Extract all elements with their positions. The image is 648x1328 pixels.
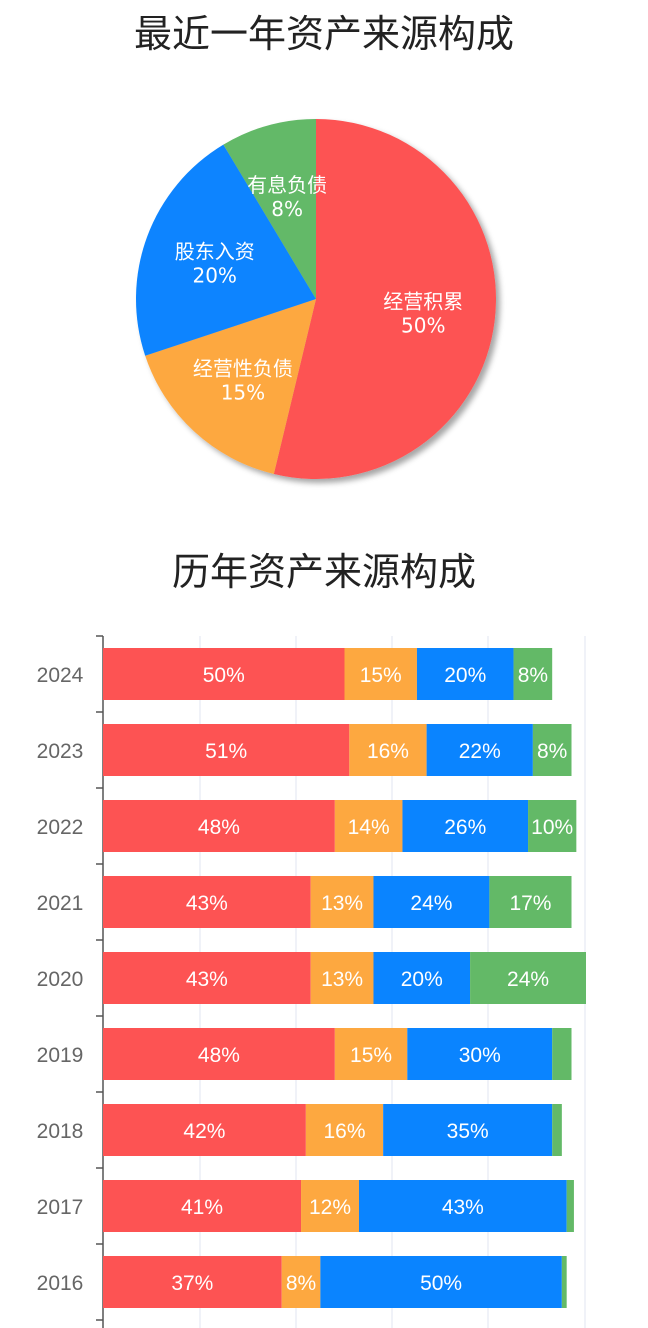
pie-slice-value-label: 50%	[401, 314, 445, 338]
bar-chart-title: 历年资产来源构成	[171, 550, 476, 594]
bar-segment-有息负债	[489, 876, 572, 928]
bar-data-label: 22%	[459, 740, 501, 763]
y-tick-label: 2022	[37, 816, 84, 839]
bar-data-label: 43%	[442, 1196, 484, 1219]
bar-segment-有息负债	[561, 1256, 567, 1308]
bar-data-label: 26%	[444, 816, 486, 839]
pie-chart-title: 最近一年资产来源构成	[133, 12, 514, 56]
bar-segment-经营积累	[103, 724, 350, 776]
pie-slice-4	[223, 119, 316, 299]
bar-data-label: 37%	[171, 1272, 213, 1295]
bar-segment-经营性负债	[301, 1180, 359, 1232]
bar-segment-有息负债	[566, 1180, 574, 1232]
bar-data-label: 8%	[537, 740, 567, 763]
bar-segment-经营积累	[103, 1180, 302, 1232]
bar-data-label: 8%	[518, 664, 548, 687]
y-tick-label: 2023	[37, 740, 84, 763]
bar-segment-经营积累	[103, 800, 335, 852]
bar-data-label: 43%	[186, 968, 228, 991]
bar-segment-股东入资	[416, 648, 514, 700]
bar-segment-经营性负债	[310, 876, 374, 928]
bar-segment-经营积累	[103, 876, 311, 928]
bar-segment-股东入资	[407, 1028, 553, 1080]
bar-data-label: 20%	[401, 968, 443, 991]
pie-slice-label: 股东入资	[175, 239, 255, 263]
bar-segment-有息负债	[528, 800, 577, 852]
pie-slice-3	[136, 144, 316, 356]
bar-data-label: 8%	[286, 1272, 316, 1295]
bar-data-label: 50%	[203, 664, 245, 687]
pie-slice-value-label: 8%	[271, 197, 303, 221]
pie-slice-value-label: 15%	[221, 381, 265, 405]
bar-data-label: 15%	[360, 664, 402, 687]
bar-data-label: 16%	[367, 740, 409, 763]
y-tick-label: 2019	[37, 1044, 84, 1067]
bar-segment-股东入资	[426, 724, 533, 776]
bar-segment-经营性负债	[349, 724, 427, 776]
pie-slice-label: 有息负债	[247, 173, 327, 197]
bar-segment-股东入资	[383, 1104, 553, 1156]
bar-segment-经营积累	[103, 1104, 306, 1156]
pie-slice-label: 经营性负债	[193, 357, 293, 381]
bar-data-label: 24%	[507, 968, 549, 991]
bar-segment-有息负债	[513, 648, 553, 700]
bar-data-label: 30%	[459, 1044, 501, 1067]
bar-segment-有息负债	[532, 724, 572, 776]
pie-slice-1	[273, 119, 496, 479]
bar-data-label: 48%	[198, 816, 240, 839]
bar-data-label: 16%	[323, 1120, 365, 1143]
pie-wedges	[136, 119, 496, 479]
bar-segment-股东入资	[373, 952, 471, 1004]
bar-segment-经营性负债	[344, 648, 417, 700]
y-tick-label: 2020	[37, 968, 84, 991]
bar-data-label: 10%	[531, 816, 573, 839]
bar-data-label: 48%	[198, 1044, 240, 1067]
bar-segment-经营性负债	[310, 952, 374, 1004]
bar-data-label: 13%	[321, 892, 363, 915]
bar-data-label: 42%	[183, 1120, 225, 1143]
pie-slice-value-label: 20%	[192, 263, 236, 287]
bar-segment-股东入资	[373, 876, 490, 928]
y-tick-label: 2016	[37, 1272, 84, 1295]
bar-data-label: 35%	[447, 1120, 489, 1143]
y-tick-label: 2017	[37, 1196, 84, 1219]
bar-data-label: 24%	[410, 892, 452, 915]
bar-segment-有息负债	[470, 952, 586, 1004]
bar-segment-股东入资	[402, 800, 529, 852]
bar-data-label: 13%	[321, 968, 363, 991]
bar-data-label: 12%	[309, 1196, 351, 1219]
bar-segment-经营性负债	[334, 800, 403, 852]
bar-segment-股东入资	[358, 1180, 567, 1232]
bar-segment-有息负债	[552, 1028, 572, 1080]
bar-segment-经营积累	[103, 1028, 335, 1080]
bar-segment-经营性负债	[281, 1256, 321, 1308]
bar-data-label: 51%	[205, 740, 247, 763]
bar-data-label: 14%	[348, 816, 390, 839]
bar-data-label: 20%	[444, 664, 486, 687]
bar-data-label: 17%	[509, 892, 551, 915]
bar-data-label: 43%	[186, 892, 228, 915]
bar-segment-有息负债	[552, 1104, 562, 1156]
bar-segment-股东入资	[320, 1256, 562, 1308]
bar-segment-经营性负债	[305, 1104, 384, 1156]
bar-data-label: 41%	[181, 1196, 223, 1219]
pie-slice-label: 经营积累	[383, 290, 463, 314]
bar-segment-经营积累	[103, 648, 345, 700]
bar-data-label: 15%	[350, 1044, 392, 1067]
bar-segment-经营积累	[103, 952, 311, 1004]
bar-segment-经营积累	[103, 1256, 282, 1308]
stacked-bar-chart: 2024 50% 15% 20% 8% 2023 51% 16% 22% 8% 2022 48% 14%…	[37, 635, 586, 1328]
y-tick-label: 2021	[37, 892, 84, 915]
y-tick-label: 2024	[37, 664, 84, 687]
bar-data-label: 50%	[420, 1272, 462, 1295]
y-tick-label: 2018	[37, 1120, 84, 1143]
pie-slice-2	[145, 299, 316, 474]
bar-segment-经营性负债	[334, 1028, 408, 1080]
